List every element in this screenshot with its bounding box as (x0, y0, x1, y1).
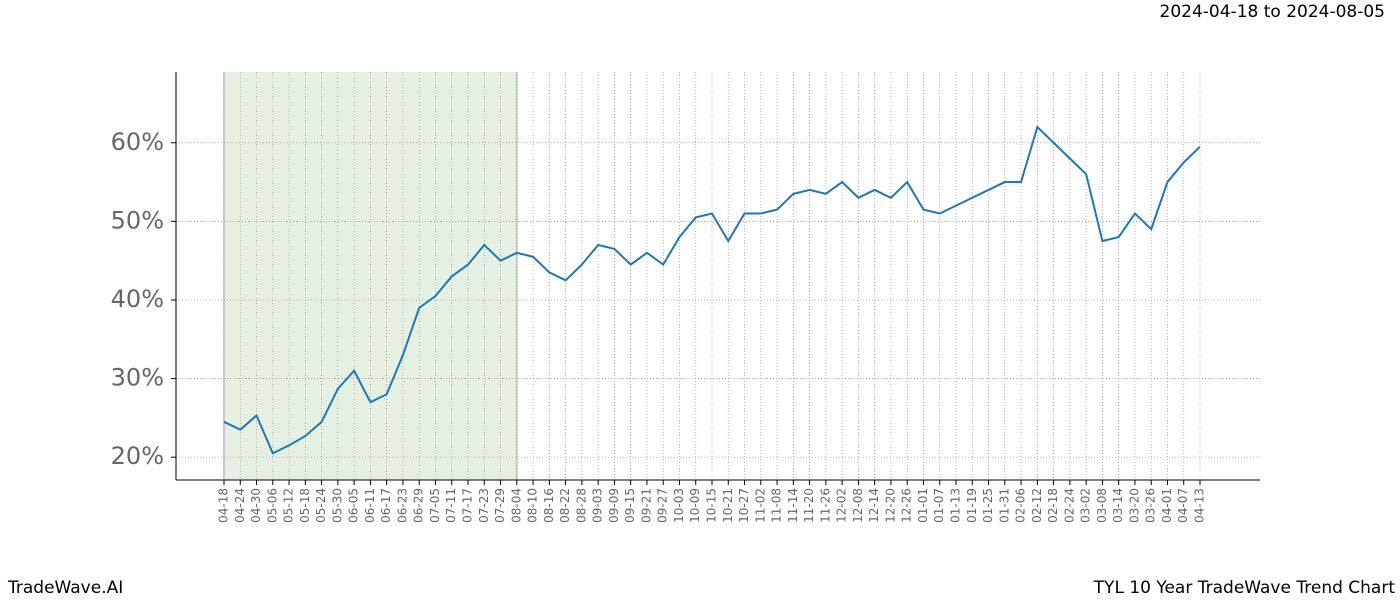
x-tick-label: 10-27 (737, 488, 751, 523)
x-tick-label: 06-29 (412, 488, 426, 523)
x-tick-label: 06-05 (347, 488, 361, 523)
x-tick-label: 02-18 (1046, 488, 1060, 523)
x-tick-label: 01-25 (981, 488, 995, 523)
x-tick-label: 12-14 (867, 488, 881, 523)
x-tick-label: 03-20 (1127, 488, 1141, 523)
x-tick-label: 02-24 (1062, 488, 1076, 523)
x-tick-label: 11-14 (786, 488, 800, 523)
x-tick-label: 08-28 (574, 488, 588, 523)
x-tick-label: 11-02 (753, 488, 767, 523)
y-tick-label: 20% (111, 442, 164, 470)
y-tick-label: 50% (111, 206, 164, 234)
x-tick-label: 01-01 (916, 488, 930, 523)
y-tick-label: 40% (111, 285, 164, 313)
x-tick-label: 05-30 (330, 488, 344, 523)
x-tick-label: 06-23 (395, 488, 409, 523)
x-tick-label: 06-17 (379, 488, 393, 523)
x-tick-label: 11-08 (770, 488, 784, 523)
x-tick-label: 11-20 (802, 488, 816, 523)
x-tick-label: 08-16 (542, 488, 556, 523)
x-tick-label: 10-09 (688, 488, 702, 523)
x-tick-label: 11-26 (818, 488, 832, 523)
x-tick-label: 09-27 (656, 488, 670, 523)
x-tick-label: 07-29 (493, 488, 507, 523)
x-tick-label: 03-14 (1111, 488, 1125, 523)
x-tick-label: 02-12 (1030, 488, 1044, 523)
x-tick-label: 05-24 (314, 488, 328, 523)
x-tick-label: 04-07 (1176, 488, 1190, 523)
chart-name: TYL 10 Year TradeWave Trend Chart (1093, 578, 1396, 598)
x-tick-label: 06-11 (363, 488, 377, 523)
x-tick-label: 09-03 (591, 488, 605, 523)
brand: TradeWave.AI (7, 578, 123, 598)
x-tick-label: 05-18 (298, 488, 312, 523)
x-tick-label: 02-06 (1014, 488, 1028, 523)
x-tick-label: 10-03 (672, 488, 686, 523)
x-tick-label: 09-15 (623, 488, 637, 523)
x-tick-label: 01-31 (997, 488, 1011, 523)
x-tick-label: 12-02 (835, 488, 849, 523)
y-tick-label: 60% (111, 128, 164, 156)
x-tick-label: 05-12 (282, 488, 296, 523)
date-range: 2024-04-18 to 2024-08-05 (1160, 2, 1385, 22)
x-tick-label: 12-20 (883, 488, 897, 523)
x-tick-label: 12-08 (851, 488, 865, 523)
x-tick-label: 04-13 (1193, 488, 1207, 523)
x-tick-label: 08-10 (526, 488, 540, 523)
x-tick-label: 09-21 (639, 488, 653, 523)
x-tick-label: 07-11 (444, 488, 458, 523)
x-tick-label: 04-18 (217, 488, 231, 523)
x-tick-label: 03-26 (1144, 488, 1158, 523)
x-tick-label: 10-21 (721, 488, 735, 523)
x-tick-label: 10-15 (705, 488, 719, 523)
x-tick-label: 04-24 (233, 488, 247, 523)
x-tick-label: 08-22 (558, 488, 572, 523)
x-tick-label: 07-05 (428, 488, 442, 523)
x-tick-label: 05-06 (265, 488, 279, 523)
x-tick-label: 03-08 (1095, 488, 1109, 523)
x-tick-label: 01-13 (949, 488, 963, 523)
x-tick-label: 07-23 (477, 488, 491, 523)
x-tick-label: 07-17 (461, 488, 475, 523)
x-tick-label: 03-02 (1079, 488, 1093, 523)
x-tick-label: 04-30 (249, 488, 263, 523)
trend-line (223, 125, 1201, 455)
x-tick-label: 12-26 (900, 488, 914, 523)
x-tick-label: 08-04 (509, 488, 523, 523)
x-tick-label: 01-19 (965, 488, 979, 523)
x-tick-label: 09-09 (607, 488, 621, 523)
x-tick-label: 01-07 (932, 488, 946, 523)
y-tick-label: 30% (111, 364, 164, 392)
x-tick-label: 04-01 (1160, 488, 1174, 523)
